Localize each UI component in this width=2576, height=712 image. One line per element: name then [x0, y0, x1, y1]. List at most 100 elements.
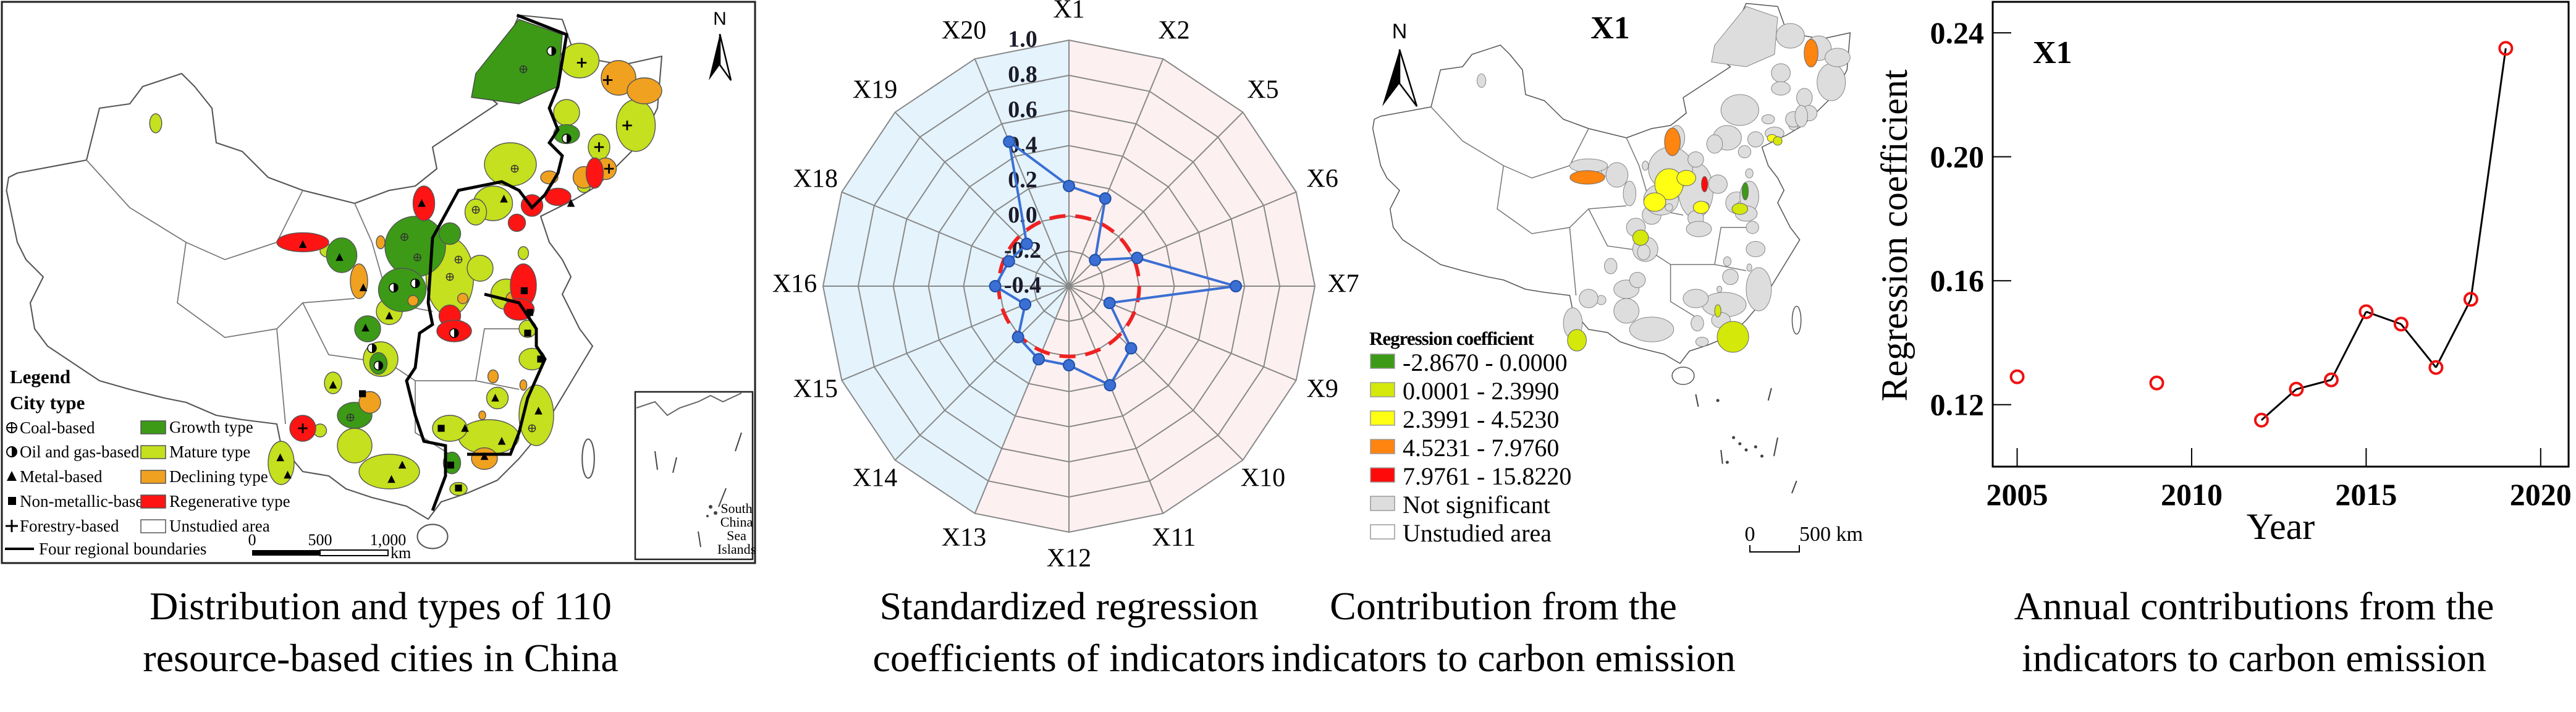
- scale-tick-label: 0: [1745, 523, 1755, 546]
- taiwan-island: [581, 438, 595, 479]
- data-point-2016: [2393, 316, 2409, 332]
- oil-gas-based-icon: [454, 329, 458, 337]
- forestry-based-icon: [576, 57, 587, 68]
- city-polygon-significant: [1701, 176, 1708, 192]
- taiwan-island: [1791, 305, 1802, 335]
- city-polygon-mature: [559, 43, 600, 78]
- scale-tick-label: 1,000: [370, 531, 407, 549]
- y-tick-label: 0.24: [1930, 15, 1985, 50]
- city-polygon-significant: [1773, 136, 1783, 146]
- radar-spoke: [894, 286, 1070, 461]
- legend-type-label: Declining type: [169, 467, 268, 486]
- city-polygon-regenerative: [585, 157, 604, 189]
- x-tick-label: 2005: [1987, 477, 2048, 512]
- city-polygon-not-significant: [1738, 145, 1752, 158]
- legend-swatch-mature-type: [140, 445, 166, 459]
- coal-based-icon: [520, 66, 527, 73]
- half-filled-circle-icon: [6, 446, 17, 457]
- radar-spoke: [974, 286, 1070, 514]
- city-polygon-mature: [615, 99, 656, 152]
- city-polygon-not-significant: [1613, 298, 1640, 324]
- panel-caption: indicators to carbon emission: [2022, 636, 2486, 680]
- scale-tick-label: 0: [248, 531, 256, 549]
- north-arrow-icon: N: [709, 9, 732, 81]
- metal-based-icon: [500, 195, 508, 203]
- non-metallic-based-icon: [526, 308, 534, 316]
- data-point-2018: [2463, 292, 2478, 307]
- city-polygon-not-significant: [1637, 244, 1650, 260]
- radar-axis-label: X14: [853, 464, 897, 493]
- radar-point-x1: [1063, 179, 1075, 192]
- coal-based-icon: [472, 206, 479, 214]
- city-polygon-declining: [478, 410, 486, 420]
- data-point-2017: [2428, 360, 2444, 375]
- forestry-based-icon: [602, 75, 613, 85]
- coal-based-icon: [528, 425, 536, 432]
- regional-boundary-line: [467, 292, 547, 456]
- city-polygon-not-significant: [1605, 162, 1629, 188]
- radar-point-x2: [1099, 192, 1112, 205]
- legend-class-label: 2.3991 - 4.5230: [1403, 405, 1559, 433]
- city-type-map-panel: N South China Sea Islands Legend City ty…: [1, 1, 756, 680]
- island-dashes: [1695, 388, 1797, 494]
- oil-gas-based-icon: [378, 361, 383, 370]
- legend-swatch-regenerative-type: [140, 494, 166, 509]
- data-point-2014: [2323, 372, 2339, 388]
- radar-chart-panel: X1 X2 X5 X6 X7 X9 X10 X11 X12 X13 X14 X15 X16 X18 X19 X…: [772, 0, 1359, 680]
- metal-based-icon: [418, 199, 426, 207]
- city-polygon-mature: [337, 428, 373, 464]
- city-polygon-mature: [358, 454, 420, 490]
- china-basemap: [1372, 2, 1851, 494]
- radar-point-x5: [1089, 253, 1102, 266]
- non-metallic-based-icon: [524, 329, 531, 337]
- city-polygon-regenerative: [544, 187, 572, 206]
- legend-symbol-label: Metal-based: [20, 467, 103, 486]
- city-polygon-mature: [149, 113, 163, 134]
- radar-point-x7: [1230, 280, 1243, 292]
- legend-swatch: [1370, 439, 1395, 454]
- regional-boundary-line: [405, 14, 568, 511]
- city-polygon-not-significant: [1687, 151, 1704, 167]
- city-polygon-not-significant: [1817, 63, 1846, 101]
- north-arrow-icon: N: [1382, 20, 1418, 107]
- city-polygon-not-significant: [1761, 114, 1775, 124]
- city-polygon-not-significant: [1723, 256, 1732, 266]
- coal-based-icon: [400, 233, 408, 241]
- hainan-island: [416, 523, 449, 549]
- metal-based-icon: [298, 240, 307, 248]
- city-polygon-not-significant: [1706, 134, 1723, 154]
- panel-caption: Standardized regression: [879, 584, 1258, 628]
- line-chart-panel: 0.12 0.16 0.20 0.24 2005 2010 2015 2020 Year Regr…: [1874, 1, 2572, 680]
- metal-based-icon: [398, 460, 407, 469]
- legend-class-label: -2.8670 - 0.0000: [1403, 349, 1568, 376]
- radar-point-x11: [1104, 379, 1117, 392]
- city-polygon-not-significant: [1722, 269, 1739, 285]
- city-polygons: [149, 19, 662, 496]
- metal-based-icon: [336, 253, 344, 261]
- metal-based-icon: [387, 475, 395, 483]
- city-polygon-not-significant: [1796, 88, 1813, 108]
- x-tick-label: 2010: [2161, 477, 2223, 512]
- city-polygon-not-significant: [1476, 74, 1487, 88]
- legend-swatch: [1370, 410, 1395, 426]
- radar-spoke: [974, 58, 1070, 287]
- oil-gas-based-icon: [551, 46, 556, 56]
- forestry-based-icon: [594, 142, 604, 152]
- legend-swatch: [1370, 524, 1395, 540]
- legend-class-label: 4.5231 - 7.9760: [1403, 434, 1559, 462]
- city-polygon-not-significant: [1686, 221, 1712, 237]
- y-tick-label: 0.12: [1930, 388, 1985, 422]
- radar-axis-label: X10: [1241, 464, 1285, 493]
- chart-title: X1: [2033, 35, 2072, 70]
- forestry-based-icon: [604, 164, 614, 174]
- city-polygon-growth: [438, 222, 462, 245]
- radar-point-x9: [1103, 297, 1116, 310]
- legend-title: Regression coefficient: [1369, 328, 1534, 349]
- city-polygon-not-significant: [1691, 315, 1704, 331]
- metal-based-icon: [461, 424, 469, 432]
- city-polygon-growth: [378, 268, 427, 312]
- legend-swatch-growth-type: [140, 420, 166, 434]
- city-polygon-not-significant: [1824, 48, 1851, 67]
- data-point-2019: [2498, 41, 2514, 56]
